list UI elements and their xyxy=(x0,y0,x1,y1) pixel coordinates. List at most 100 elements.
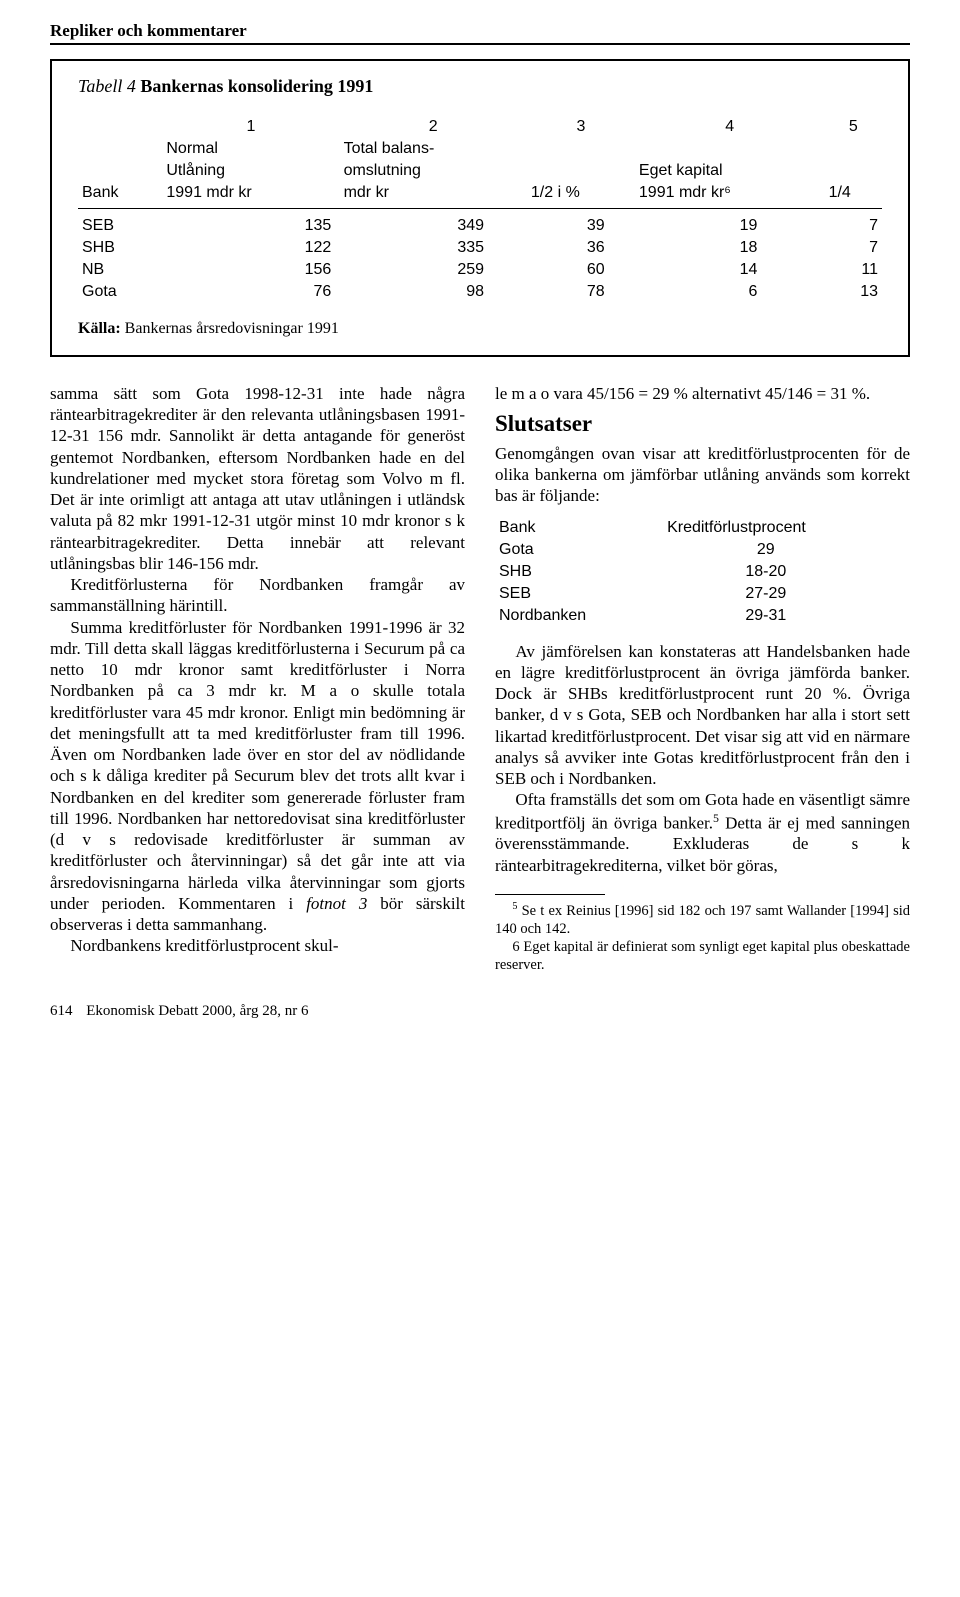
para: Nordbankens kreditförlustprocent skul- xyxy=(50,935,465,956)
cell: 349 xyxy=(335,215,488,237)
footnote-6: 6 Eget kapital är definierat som synligt… xyxy=(495,938,910,974)
table-row: Gota 76 98 78 6 13 xyxy=(78,281,882,303)
th: 4 xyxy=(635,116,825,138)
table4-title-lead: Tabell 4 xyxy=(78,76,140,96)
cell: NB xyxy=(78,259,191,281)
text-italic: fotnot 3 xyxy=(306,894,367,913)
table-row: Bank Kreditförlustprocent xyxy=(495,517,869,539)
footnote-rule xyxy=(495,894,605,895)
para: Av jämförelsen kan konstateras att Hande… xyxy=(495,641,910,790)
cell: 6 xyxy=(609,281,762,303)
th xyxy=(78,138,162,160)
th: Normal xyxy=(162,138,339,160)
right-column: le m a o vara 45/156 = 29 % alternativt … xyxy=(495,383,910,974)
cell: 78 xyxy=(488,281,609,303)
footnote-5: 5 Se t ex Reinius [1996] sid 182 och 197… xyxy=(495,901,910,938)
table-row: Gota 29 xyxy=(495,539,869,561)
cell: 135 xyxy=(191,215,336,237)
table4: 1 2 3 4 5 Normal Total balans- Utlåning xyxy=(78,116,882,204)
para: samma sätt som Gota 1998-12-31 inte hade… xyxy=(50,383,465,574)
table4-head-r2: Utlåning omslutning Eget kapital xyxy=(78,160,882,182)
para: le m a o vara 45/156 = 29 % alternativt … xyxy=(495,383,910,404)
th: 1991 mdr kr⁶ xyxy=(635,182,825,204)
cell: 156 xyxy=(191,259,336,281)
cell: SHB xyxy=(78,237,191,259)
page-number: 614 xyxy=(50,1002,73,1021)
para: Summa kreditförluster för Nordbanken 199… xyxy=(50,617,465,936)
cell: Gota xyxy=(495,539,663,561)
th: Kreditförlustprocent xyxy=(663,517,868,539)
cell: 18-20 xyxy=(663,561,868,583)
th: 2 xyxy=(340,116,527,138)
table4-head-r3: Bank 1991 mdr kr mdr kr 1/2 i % 1991 mdr… xyxy=(78,182,882,204)
table4-title: Tabell 4 Bankernas konsolidering 1991 xyxy=(78,75,882,98)
mini-table: Bank Kreditförlustprocent Gota 29 SHB 18… xyxy=(495,517,869,627)
source-text: Bankernas årsredovisningar 1991 xyxy=(121,320,339,337)
th: 1991 mdr kr xyxy=(162,182,339,204)
th: 1/2 i % xyxy=(527,182,635,204)
cell: 7 xyxy=(761,215,882,237)
th: Bank xyxy=(78,182,162,204)
th xyxy=(825,138,882,160)
table4-body: SEB 135 349 39 19 7 SHB 122 335 36 18 7 … xyxy=(78,215,882,303)
source-label: Källa: xyxy=(78,320,121,337)
cell: 36 xyxy=(488,237,609,259)
cell: 13 xyxy=(761,281,882,303)
section-heading: Slutsatser xyxy=(495,410,910,439)
para: Genomgången ovan visar att kreditförlust… xyxy=(495,443,910,507)
th xyxy=(825,160,882,182)
footnote-text: Se t ex Reinius [1996] sid 182 och 197 s… xyxy=(495,903,910,937)
th: 3 xyxy=(527,116,635,138)
th: omslutning xyxy=(340,160,527,182)
th xyxy=(635,138,825,160)
cell: Gota xyxy=(78,281,191,303)
cell: Nordbanken xyxy=(495,605,663,627)
table4-title-main: Bankernas konsolidering 1991 xyxy=(140,76,373,96)
cell: 98 xyxy=(335,281,488,303)
body-columns: samma sätt som Gota 1998-12-31 inte hade… xyxy=(50,383,910,974)
page-footer: 614 Ekonomisk Debatt 2000, årg 28, nr 6 xyxy=(50,1002,910,1021)
th: mdr kr xyxy=(340,182,527,204)
th xyxy=(527,138,635,160)
cell: 60 xyxy=(488,259,609,281)
cell: 335 xyxy=(335,237,488,259)
table-row: SEB 27-29 xyxy=(495,583,869,605)
cell: 18 xyxy=(609,237,762,259)
cell: 11 xyxy=(761,259,882,281)
table-row: Nordbanken 29-31 xyxy=(495,605,869,627)
table4-colnums: 1 2 3 4 5 xyxy=(78,116,882,138)
th: 1 xyxy=(162,116,339,138)
cell: SEB xyxy=(495,583,663,605)
th xyxy=(78,116,162,138)
th: Bank xyxy=(495,517,663,539)
table4-rule xyxy=(78,208,882,209)
para: Kreditförlusterna för Nordbanken framgår… xyxy=(50,574,465,617)
running-head: Repliker och kommentarer xyxy=(50,20,910,45)
text: Summa kreditförluster för Nordbanken 199… xyxy=(50,618,465,913)
th xyxy=(527,160,635,182)
th: 5 xyxy=(825,116,882,138)
th: 1/4 xyxy=(825,182,882,204)
cell: 122 xyxy=(191,237,336,259)
table-row: SHB 122 335 36 18 7 xyxy=(78,237,882,259)
table4-box: Tabell 4 Bankernas konsolidering 1991 1 … xyxy=(50,59,910,357)
cell: SHB xyxy=(495,561,663,583)
cell: 19 xyxy=(609,215,762,237)
para: Ofta framställs det som om Gota hade en … xyxy=(495,789,910,876)
th xyxy=(78,160,162,182)
left-column: samma sätt som Gota 1998-12-31 inte hade… xyxy=(50,383,465,974)
page: Repliker och kommentarer Tabell 4 Banker… xyxy=(0,0,960,1051)
th: Utlåning xyxy=(162,160,339,182)
journal-ref: Ekonomisk Debatt 2000, årg 28, nr 6 xyxy=(86,1003,308,1019)
th: Eget kapital xyxy=(635,160,825,182)
table4-head-r1: Normal Total balans- xyxy=(78,138,882,160)
cell: 14 xyxy=(609,259,762,281)
cell: 76 xyxy=(191,281,336,303)
cell: 39 xyxy=(488,215,609,237)
cell: 27-29 xyxy=(663,583,868,605)
cell: 29-31 xyxy=(663,605,868,627)
table-row: SHB 18-20 xyxy=(495,561,869,583)
cell: 29 xyxy=(663,539,868,561)
table-row: NB 156 259 60 14 11 xyxy=(78,259,882,281)
cell: 7 xyxy=(761,237,882,259)
